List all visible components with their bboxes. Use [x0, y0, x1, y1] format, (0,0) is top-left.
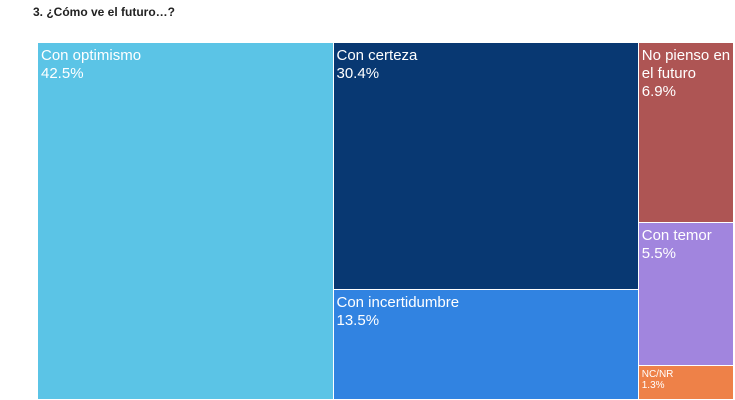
treemap-tile-con-temor: Con temor 5.5% [638, 222, 734, 367]
tile-label: No pienso en el futuro 6.9% [642, 47, 731, 101]
treemap-tile-con-optimismo: Con optimismo 42.5% [38, 43, 334, 400]
tile-name: Con optimismo [41, 47, 142, 64]
tile-value: 42.5% [41, 65, 84, 82]
tile-label: Con certeza 30.4% [337, 47, 418, 83]
tile-name: Con incertidumbre [336, 294, 460, 312]
tile-label: Con optimismo 42.5% [41, 47, 141, 83]
treemap: Con optimismo 42.5% Con certeza 30.4% Con in… [38, 43, 734, 400]
tile-name: No pienso en el futuro [641, 47, 731, 82]
tile-name: Con certeza [336, 47, 418, 64]
treemap-tile-con-incertidumbre: Con incertidumbre 13.5% [333, 290, 639, 400]
tile-label: Con temor 5.5% [642, 227, 731, 263]
tile-value: 1.3% [641, 380, 665, 392]
tile-label: NC/NR 1.3% [642, 369, 731, 391]
chart-title: 3. ¿Cómo ve el futuro…? [33, 5, 176, 19]
treemap-tile-con-certeza: Con certeza 30.4% [333, 43, 639, 291]
treemap-tile-no-pienso-en-el-futuro: No pienso en el futuro 6.9% [638, 43, 734, 223]
tile-name: NC/NR [641, 369, 674, 381]
tile-value: 5.5% [641, 244, 676, 262]
tile-value: 13.5% [336, 312, 380, 330]
treemap-tile-nc-nr: NC/NR 1.3% [638, 366, 734, 400]
tile-label: Con incertidumbre 13.5% [337, 294, 460, 330]
tile-value: 6.9% [641, 83, 676, 100]
tile-value: 30.4% [336, 65, 380, 82]
tile-name: Con temor [641, 226, 712, 244]
